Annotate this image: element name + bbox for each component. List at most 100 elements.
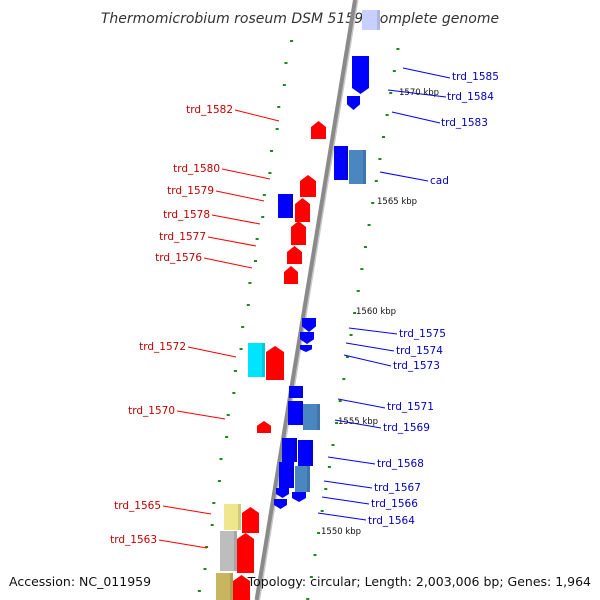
gene-trd-1566 <box>295 466 310 492</box>
label-leader-lines <box>158 67 451 549</box>
position-label-1555: 1555 kbp <box>338 417 378 427</box>
position-label-1565: 1565 kbp <box>377 197 417 207</box>
leader-line <box>337 398 386 409</box>
tick-mark <box>342 378 346 380</box>
tick-mark <box>396 48 400 50</box>
leader-line <box>211 214 261 225</box>
leader-line <box>348 327 398 335</box>
gene-label-trd-1569[interactable]: trd_1569 <box>383 422 430 434</box>
gene-label-trd-1584[interactable]: trd_1584 <box>447 91 494 103</box>
tick-mark <box>232 392 236 394</box>
gene-trd-1582 <box>311 121 326 139</box>
gene-cad-shade <box>363 150 366 184</box>
gene-label-trd-1578[interactable]: trd_1578 <box>163 209 210 221</box>
position-label-1560: 1560 kbp <box>356 307 396 317</box>
gene-label-trd-1579[interactable]: trd_1579 <box>167 185 214 197</box>
genome-summary-text: Topology: circular; Length: 2,003,006 bp… <box>247 574 591 589</box>
gene-trd-1579-block-shade <box>290 194 293 218</box>
tick-mark <box>246 304 250 306</box>
gene-top-light <box>362 10 380 30</box>
gene-label-trd-1576[interactable]: trd_1576 <box>155 252 202 264</box>
tick-mark <box>385 114 389 116</box>
gene-trd-1572 <box>266 346 284 380</box>
gene-trd-1568 <box>282 438 297 462</box>
leader-line <box>334 419 382 429</box>
leader-line <box>387 89 447 98</box>
tick-mark <box>309 576 313 578</box>
tick-mark <box>210 524 214 526</box>
tick-mark <box>282 84 286 86</box>
leader-line <box>203 257 253 269</box>
tick-mark <box>349 334 353 336</box>
tick-mark <box>268 172 272 174</box>
gene-label-cad[interactable]: cad <box>430 175 449 187</box>
gene-trd-1563-block-shade <box>234 531 237 571</box>
leader-line <box>187 346 237 358</box>
leader-line <box>215 190 265 202</box>
leader-line <box>207 236 257 247</box>
gene-trd-1569-shade <box>317 404 320 430</box>
gene-trd-1571 <box>289 386 303 398</box>
gene-trd-1565-block <box>224 504 241 530</box>
position-label-1550: 1550 kbp <box>321 527 361 537</box>
gene-label-trd-1577[interactable]: trd_1577 <box>159 231 206 243</box>
gene-trd-1565-block-shade <box>238 504 241 530</box>
gene-label-trd-1573[interactable]: trd_1573 <box>393 360 440 372</box>
gene-label-trd-1574[interactable]: trd_1574 <box>396 345 443 357</box>
gene-label-trd-1572[interactable]: trd_1572 <box>139 341 186 353</box>
gene-label-trd-1582[interactable]: trd_1582 <box>186 104 233 116</box>
tick-mark <box>262 194 266 196</box>
gene-trd-1583 <box>334 146 348 180</box>
tick-mark <box>353 312 357 314</box>
tick-mark <box>356 290 360 292</box>
tick-mark <box>324 488 328 490</box>
gene-label-trd-1570[interactable]: trd_1570 <box>128 405 175 417</box>
leader-line <box>345 342 395 352</box>
gene-label-trd-1566[interactable]: trd_1566 <box>371 498 418 510</box>
gene-label-trd-1564[interactable]: trd_1564 <box>368 515 415 527</box>
tick-mark <box>306 598 310 600</box>
gene-trd-1567-shade <box>291 462 294 488</box>
gene-bottom-red <box>233 575 250 600</box>
tick-mark <box>217 480 221 482</box>
tick-mark <box>327 466 331 468</box>
gene-label-trd-1563[interactable]: trd_1563 <box>110 534 157 546</box>
leader-line <box>221 168 271 180</box>
gene-label-trd-1580[interactable]: trd_1580 <box>173 163 220 175</box>
tick-mark <box>233 370 237 372</box>
gene-trd-1580 <box>300 175 316 197</box>
position-label-1570: 1570 kbp <box>399 88 439 98</box>
gene-label-trd-1567[interactable]: trd_1567 <box>374 482 421 494</box>
gene-trd-1576 <box>284 266 298 284</box>
gene-label-trd-1575[interactable]: trd_1575 <box>399 328 446 340</box>
gene-top-light-shade <box>377 10 380 30</box>
gene-label-trd-1585[interactable]: trd_1585 <box>452 71 499 83</box>
leader-line <box>343 354 392 367</box>
tick-mark <box>320 510 324 512</box>
tick-mark <box>270 150 274 152</box>
tick-mark <box>360 268 364 270</box>
leader-line <box>234 109 280 122</box>
tick-mark <box>205 546 209 548</box>
gene-trd-1568b-shade <box>310 440 313 466</box>
gene-cad <box>349 150 366 184</box>
gene-features <box>216 10 380 600</box>
gene-trd-1579 <box>295 198 310 222</box>
gene-label-trd-1568[interactable]: trd_1568 <box>377 458 424 470</box>
gene-label-trd-1583[interactable]: trd_1583 <box>441 117 488 129</box>
leader-line <box>327 456 376 465</box>
gene-label-trd-1571[interactable]: trd_1571 <box>387 401 434 413</box>
gene-trd-1568b <box>298 440 313 466</box>
leader-line <box>321 496 370 505</box>
gene-label-trd-1565[interactable]: trd_1565 <box>114 500 161 512</box>
tick-mark <box>277 106 281 108</box>
gene-trd-1568-shade <box>294 438 297 462</box>
tick-mark <box>313 554 317 556</box>
gene-trd-1572-block-shade <box>262 343 265 377</box>
gene-trd-1565 <box>242 507 259 533</box>
leader-line <box>323 480 373 489</box>
gene-trd-1570 <box>257 421 271 433</box>
gene-trd-1566b <box>276 488 289 498</box>
tick-mark <box>335 422 339 424</box>
